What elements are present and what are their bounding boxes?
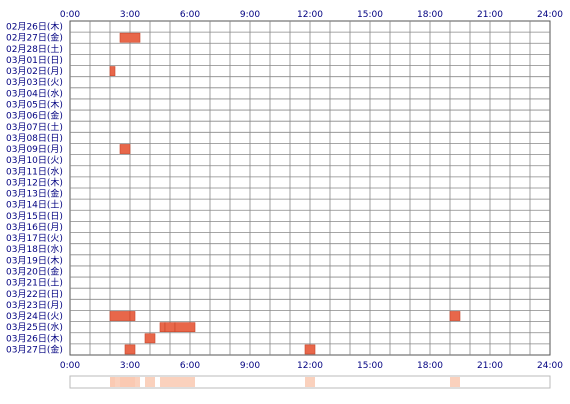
activity-bar — [119, 32, 141, 43]
activity-bars — [109, 32, 461, 355]
date-label: 03月09日(月) — [6, 144, 63, 155]
x-tick-label: 0:00 — [60, 361, 80, 371]
date-label: 03月20日(金) — [6, 266, 63, 278]
summary-mark — [110, 377, 130, 387]
date-label: 03月19日(木) — [6, 254, 63, 266]
date-label: 03月22日(日) — [6, 289, 63, 300]
date-label: 03月10日(火) — [6, 155, 63, 166]
summary-strip — [69, 375, 551, 389]
date-label: 03月27日(金) — [6, 343, 63, 355]
x-tick-label: 24:00 — [537, 10, 563, 20]
x-tick-label: 9:00 — [240, 10, 260, 20]
date-label: 02月27日(金) — [6, 32, 63, 44]
grid — [69, 20, 551, 356]
activity-bar — [119, 144, 131, 154]
date-label: 03月02日(月) — [6, 66, 63, 77]
date-label: 03月26日(木) — [6, 332, 63, 344]
activity-bar — [109, 311, 131, 321]
date-label: 03月24日(火) — [6, 311, 63, 322]
date-label: 03月07日(土) — [6, 121, 63, 133]
x-tick-label: 6:00 — [180, 10, 200, 20]
date-label: 03月13日(金) — [6, 188, 63, 200]
x-tick-label: 12:00 — [297, 361, 323, 371]
summary-mark — [175, 377, 195, 387]
summary-mark — [450, 377, 460, 387]
date-label: 03月08日(日) — [6, 133, 63, 144]
x-tick-label: 3:00 — [120, 10, 140, 20]
x-axis-top: 0:00 3:00 6:00 9:00 12:00 15:00 18:00 21:00 24:0… — [60, 10, 563, 20]
x-tick-label: 9:00 — [240, 361, 260, 371]
summary-mark — [145, 377, 155, 387]
y-axis-dates: 02月26日(木)02月27日(金)02月28日(土)03月01日(日)03月0… — [6, 21, 63, 356]
x-tick-label: 0:00 — [60, 10, 80, 20]
activity-bar — [144, 333, 156, 344]
date-label: 03月17日(火) — [6, 233, 63, 244]
summary-mark — [305, 377, 315, 387]
x-tick-label: 12:00 — [297, 10, 323, 20]
activity-bar — [174, 322, 196, 333]
date-label: 03月11日(水) — [6, 165, 63, 177]
date-label: 02月26日(木) — [6, 21, 63, 33]
date-label: 03月01日(日) — [6, 55, 63, 66]
date-label: 03月04日(水) — [6, 87, 63, 99]
summary-mark — [165, 377, 175, 387]
date-label: 03月23日(月) — [6, 300, 63, 311]
activity-bar — [109, 66, 116, 76]
x-tick-label: 3:00 — [120, 361, 140, 371]
date-label: 03月21日(土) — [6, 277, 63, 289]
date-label: 03月14日(土) — [6, 199, 63, 211]
date-label: 03月16日(月) — [6, 222, 63, 233]
x-tick-label: 6:00 — [180, 361, 200, 371]
x-tick-label: 24:00 — [537, 361, 563, 371]
date-label: 03月03日(火) — [6, 77, 63, 88]
activity-bar — [159, 322, 166, 333]
x-tick-label: 21:00 — [477, 10, 503, 20]
x-axis-bottom: 0:00 3:00 6:00 9:00 12:00 15:00 18:00 21:00 24:0… — [60, 361, 563, 371]
date-label: 03月25日(水) — [6, 321, 63, 333]
summary-mark — [125, 377, 135, 387]
date-label: 03月15日(日) — [6, 211, 63, 222]
activity-bar — [129, 311, 136, 321]
x-tick-label: 18:00 — [417, 10, 443, 20]
activity-bar — [449, 311, 461, 321]
date-label: 03月05日(木) — [6, 99, 63, 111]
date-label: 03月06日(金) — [6, 110, 63, 122]
x-tick-label: 18:00 — [417, 361, 443, 371]
summary-mark — [160, 377, 165, 387]
activity-bar — [124, 344, 136, 355]
activity-bar — [304, 344, 316, 355]
date-label: 03月18日(水) — [6, 243, 63, 255]
x-tick-label: 15:00 — [357, 10, 383, 20]
x-tick-label: 15:00 — [357, 361, 383, 371]
x-tick-label: 21:00 — [477, 361, 503, 371]
activity-bar — [164, 322, 176, 333]
date-label: 02月28日(土) — [6, 43, 63, 55]
date-label: 03月12日(木) — [6, 176, 63, 188]
